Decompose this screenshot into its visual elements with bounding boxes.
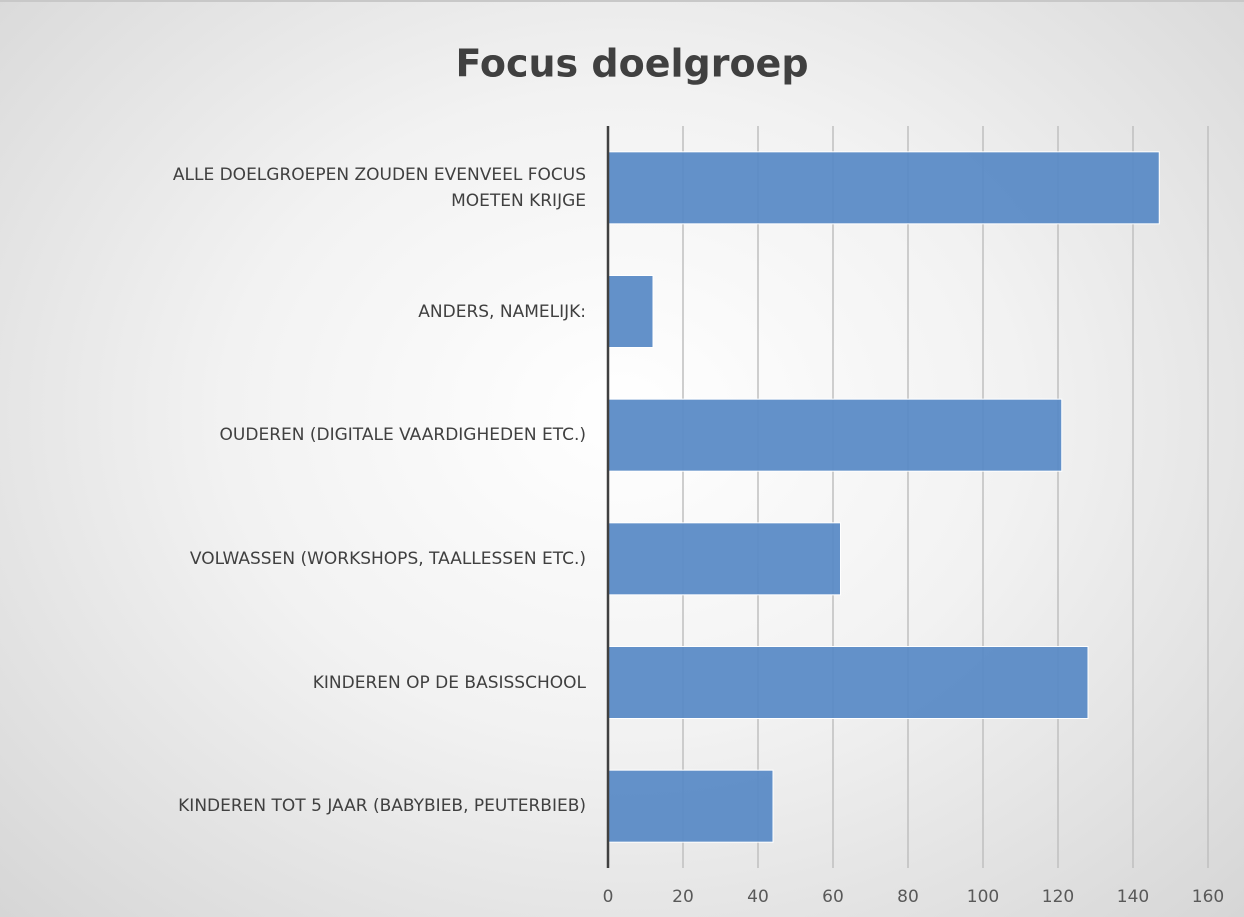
x-tick-label: 80 <box>897 887 919 907</box>
y-tick-label: VOLWASSEN (WORKSHOPS, TAALLESSEN ETC.) <box>189 548 586 569</box>
bar <box>607 398 1063 472</box>
y-tick-label: KINDEREN TOT 5 JAAR (BABYBIEB, PEUTERBIE… <box>178 796 586 817</box>
x-tick-label: 0 <box>603 887 614 907</box>
bar <box>607 522 841 596</box>
bar <box>607 151 1160 225</box>
x-tick-label: 140 <box>1117 887 1149 907</box>
chart-title: Focus doelgroep <box>455 42 808 86</box>
x-tick-label: 60 <box>822 887 844 907</box>
y-tick-label: ANDERS, NAMELIJK: <box>418 301 586 322</box>
x-tick-label: 40 <box>747 887 769 907</box>
y-tick-label: ALLE DOELGROEPEN ZOUDEN EVENVEEL FOCUS M… <box>172 164 586 211</box>
bar <box>607 646 1089 719</box>
bar <box>607 769 774 843</box>
x-tick-label: 160 <box>1192 887 1224 907</box>
y-tick-label: KINDEREN OP DE BASISSCHOOL <box>312 672 586 693</box>
x-tick-label: 120 <box>1042 887 1074 907</box>
bar <box>607 275 654 348</box>
y-tick-label: OUDEREN (DIGITALE VAARDIGHEDEN ETC.) <box>219 425 586 446</box>
x-tick-label: 20 <box>672 887 694 907</box>
x-tick-label: 100 <box>967 887 999 907</box>
